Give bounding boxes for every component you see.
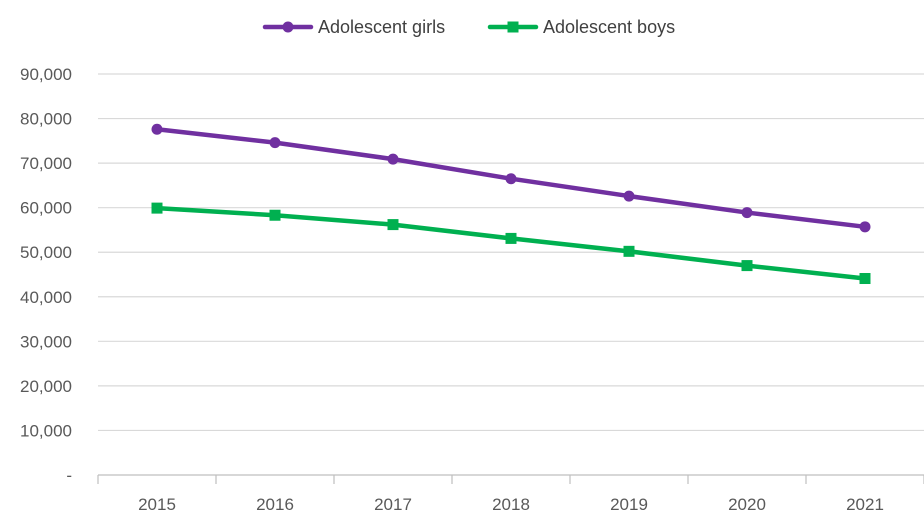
data-point-adolescent-boys — [505, 232, 517, 244]
x-tick-label: 2016 — [256, 495, 294, 514]
legend-label-adolescent-boys: Adolescent boys — [543, 17, 675, 37]
x-tick-label: 2015 — [138, 495, 176, 514]
y-tick-label: 30,000 — [20, 332, 72, 351]
x-tick-label: 2021 — [846, 495, 884, 514]
data-point-adolescent-boys — [387, 219, 399, 231]
y-tick-label: 60,000 — [20, 199, 72, 218]
legend-marker-adolescent-girls — [282, 21, 294, 33]
x-tick-label: 2018 — [492, 495, 530, 514]
data-point-adolescent-girls — [151, 123, 163, 135]
y-tick-label: - — [66, 466, 72, 485]
data-point-adolescent-boys — [623, 245, 635, 257]
series-layer — [151, 123, 871, 285]
legend: Adolescent girls Adolescent boys — [262, 17, 675, 37]
x-axis-ticks: 2015 2016 2017 2018 2019 2020 2021 — [138, 495, 884, 514]
y-tick-label: 50,000 — [20, 243, 72, 262]
x-tick-label: 2020 — [728, 495, 766, 514]
x-tick-label: 2017 — [374, 495, 412, 514]
legend-marker-adolescent-boys — [507, 21, 519, 33]
data-point-adolescent-boys — [269, 209, 281, 221]
data-point-adolescent-girls — [741, 207, 753, 219]
data-point-adolescent-boys — [741, 260, 753, 272]
data-point-adolescent-boys — [859, 273, 871, 285]
data-point-adolescent-girls — [269, 137, 281, 149]
y-tick-label: 70,000 — [20, 154, 72, 173]
y-tick-label: 10,000 — [20, 421, 72, 440]
y-tick-label: 40,000 — [20, 288, 72, 307]
data-point-adolescent-girls — [387, 153, 399, 165]
legend-label-adolescent-girls: Adolescent girls — [318, 17, 445, 37]
y-axis-ticks: - 10,000 20,000 30,000 40,000 50,000 60,000 70,… — [20, 65, 72, 485]
axes — [97, 474, 924, 484]
data-point-adolescent-girls — [623, 190, 635, 202]
grid-lines — [98, 73, 924, 432]
data-point-adolescent-girls — [505, 173, 517, 185]
y-tick-label: 90,000 — [20, 65, 72, 84]
y-tick-label: 80,000 — [20, 110, 72, 129]
data-point-adolescent-boys — [151, 202, 163, 214]
x-tick-label: 2019 — [610, 495, 648, 514]
y-tick-label: 20,000 — [20, 377, 72, 396]
data-point-adolescent-girls — [859, 221, 871, 233]
